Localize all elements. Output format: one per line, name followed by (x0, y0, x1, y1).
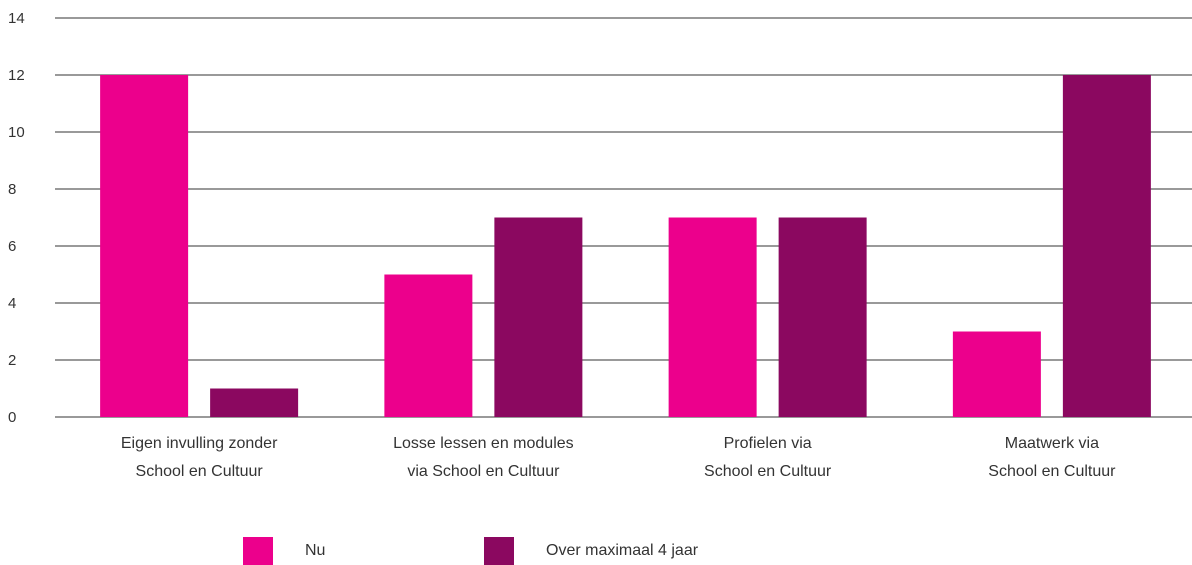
x-category-label: School en Cultuur (988, 463, 1116, 480)
y-tick-label: 6 (8, 238, 16, 255)
legend-item-over-maximaal-4-jaar: Over maximaal 4 jaar (484, 537, 698, 565)
legend: Nu Over maximaal 4 jaar (0, 537, 1192, 565)
bar-over-maximaal-4-jaar-0 (210, 388, 299, 417)
bars (100, 75, 1151, 417)
bar-nu-1 (384, 274, 473, 417)
x-category-label: Losse lessen en modules (393, 435, 574, 452)
bar-over-maximaal-4-jaar-2 (778, 217, 867, 417)
x-category-label: Eigen invulling zonder (121, 435, 278, 452)
y-tick-label: 10 (8, 124, 25, 141)
bar-over-maximaal-4-jaar-3 (1062, 75, 1151, 417)
y-axis-ticks: 0 2 4 6 8 10 12 14 (8, 10, 25, 426)
y-tick-label: 0 (8, 409, 16, 426)
gridlines (55, 17, 1192, 418)
x-category-label: School en Cultuur (704, 463, 832, 480)
y-tick-label: 12 (8, 67, 25, 84)
bar-chart: 0 2 4 6 8 10 12 14 Eigen invulling zonder School… (8, 10, 1192, 480)
y-tick-label: 8 (8, 181, 16, 198)
y-tick-label: 14 (8, 10, 25, 27)
bar-nu-3 (952, 331, 1041, 417)
legend-item-nu: Nu (243, 537, 325, 565)
bar-over-maximaal-4-jaar-1 (494, 217, 583, 417)
x-category-label: Maatwerk via (1005, 435, 1099, 452)
x-category-label: School en Cultuur (136, 463, 264, 480)
legend-label-over-maximaal-4-jaar: Over maximaal 4 jaar (546, 542, 699, 559)
legend-swatch-over-maximaal-4-jaar (484, 537, 514, 565)
x-category-label: via School en Cultuur (407, 463, 560, 480)
y-tick-label: 2 (8, 352, 16, 369)
x-category-label: Profielen via (724, 435, 812, 452)
bar-nu-2 (668, 217, 757, 417)
bar-nu-0 (100, 75, 189, 417)
legend-swatch-nu (243, 537, 273, 565)
y-tick-label: 4 (8, 295, 16, 312)
legend-label-nu: Nu (305, 542, 326, 559)
x-axis-labels: Eigen invulling zonder School en Cultuur L… (121, 435, 1116, 480)
